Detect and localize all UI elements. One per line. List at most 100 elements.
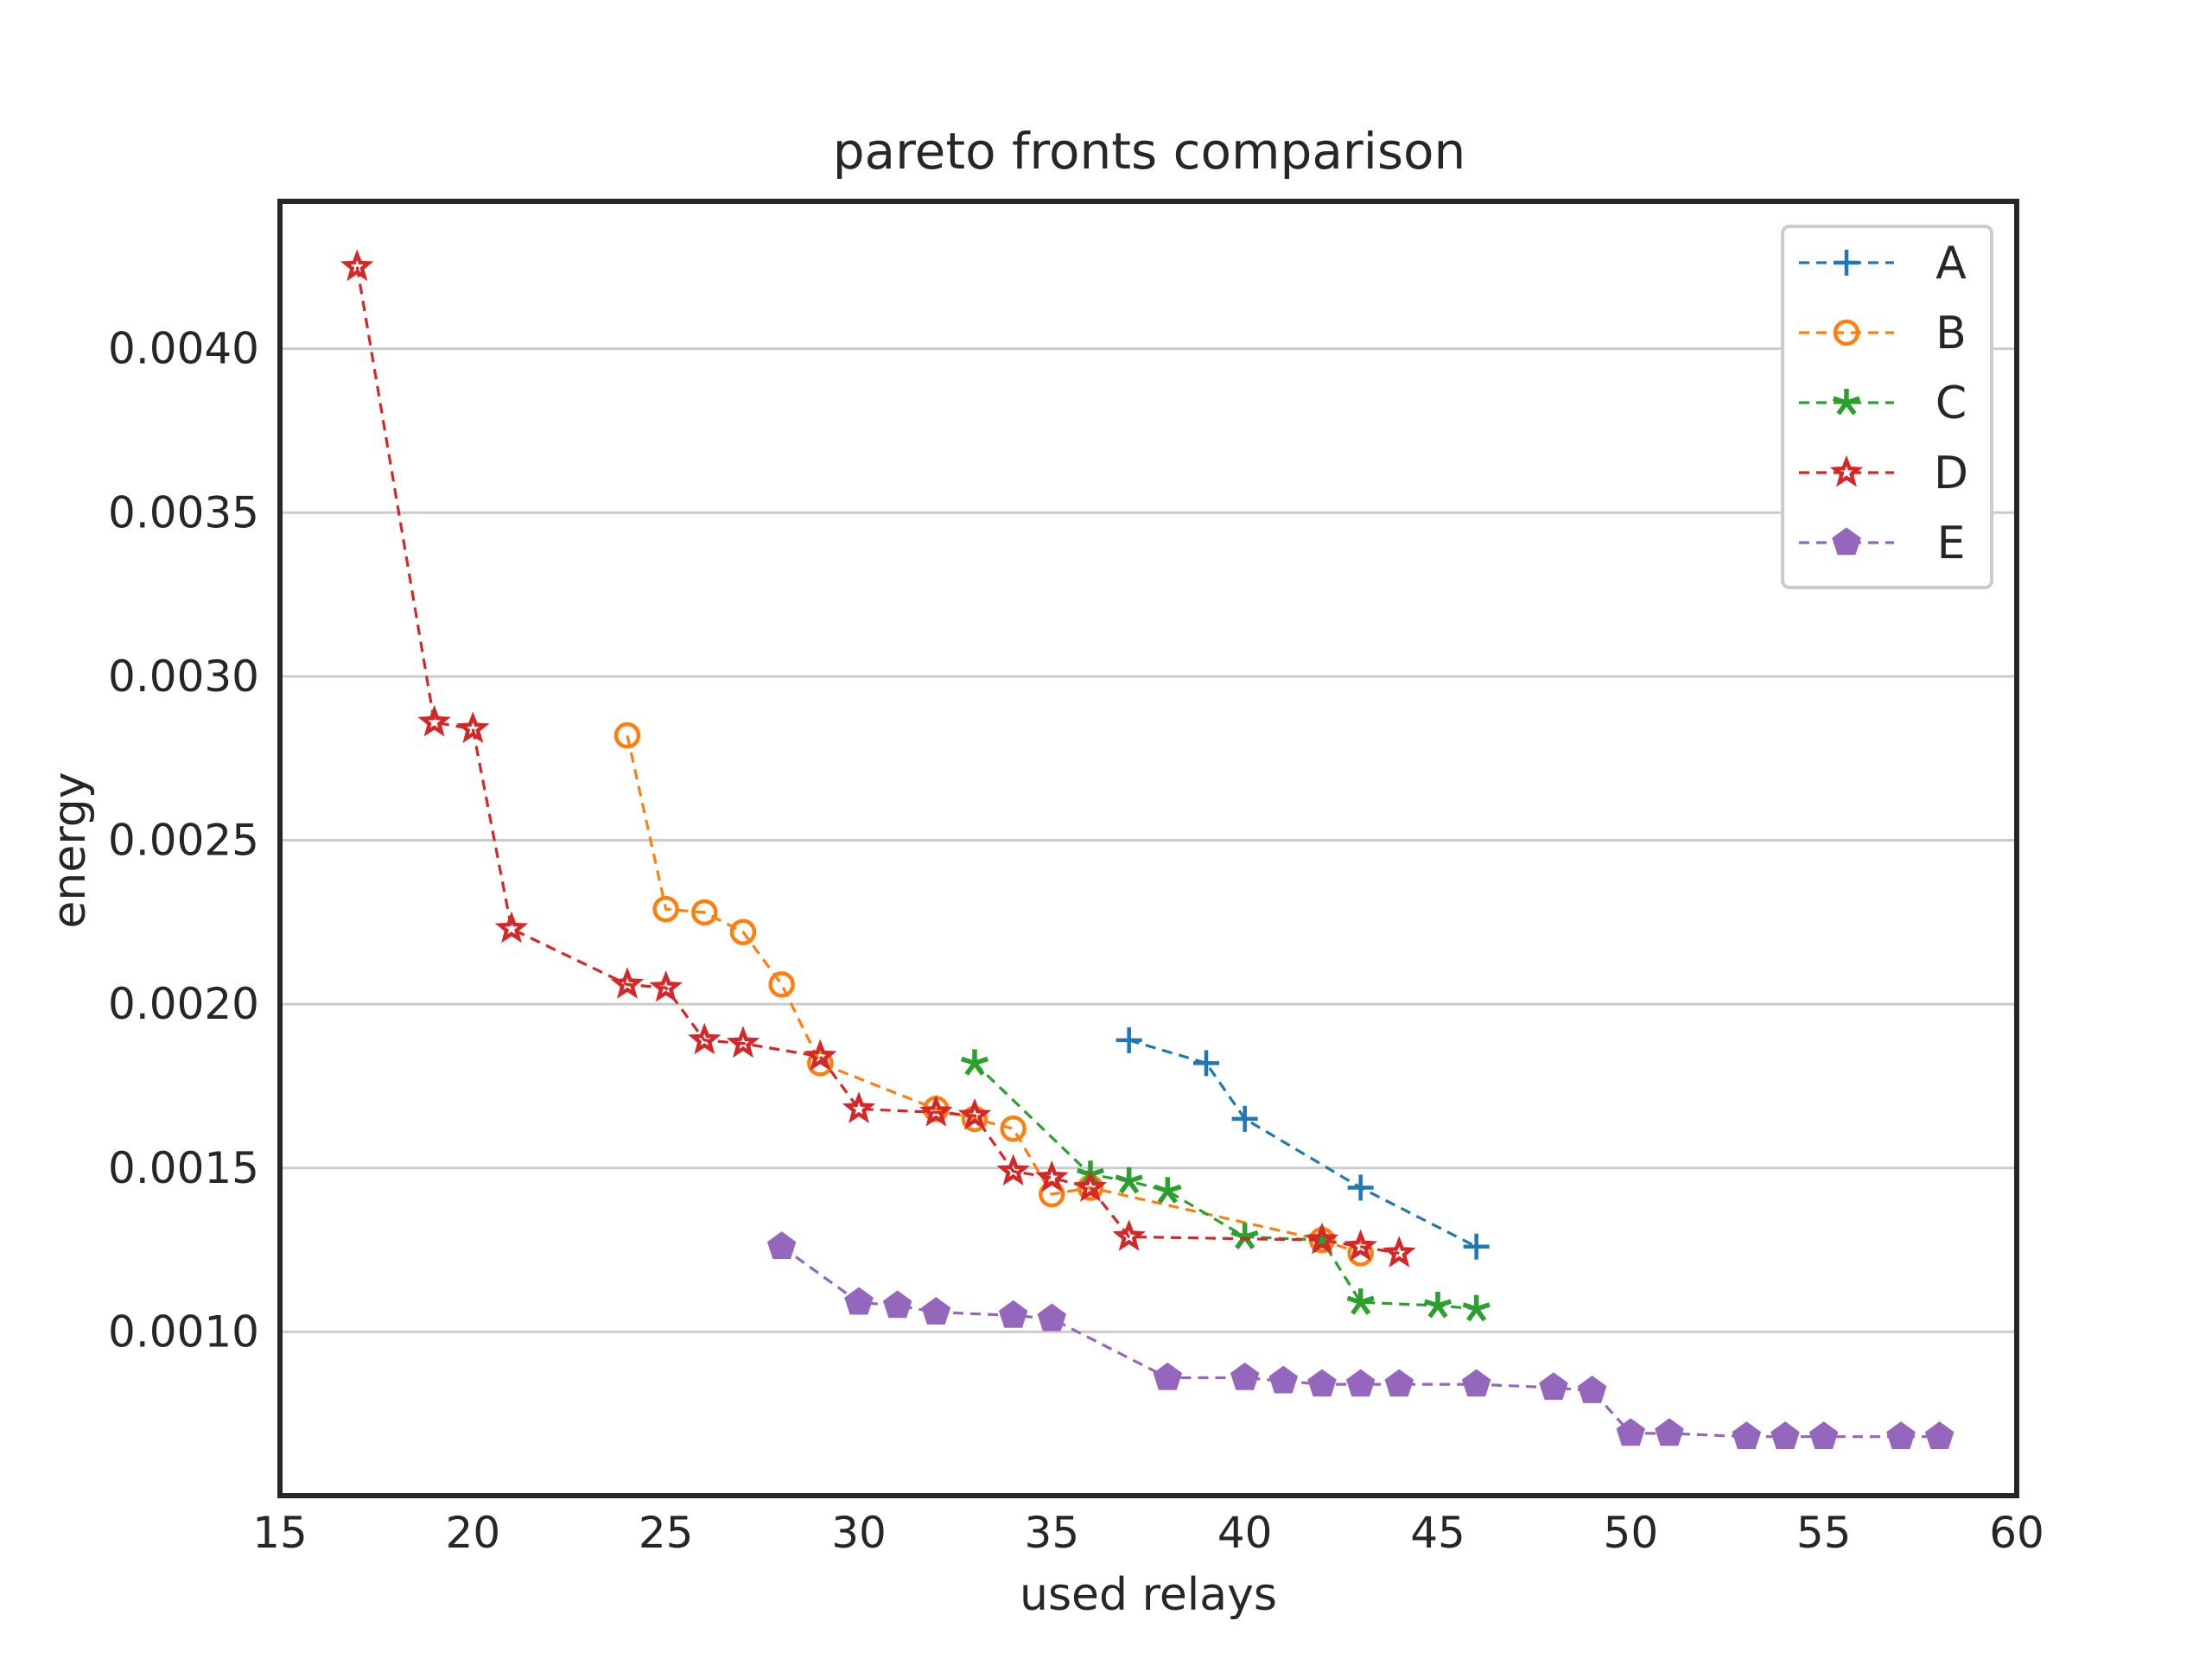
legend-label-e: E <box>1937 518 1966 569</box>
data-point-b <box>691 899 718 926</box>
data-point-e <box>1808 1421 1839 1449</box>
data-point-d <box>340 249 374 282</box>
data-point-c <box>1076 1160 1105 1187</box>
data-point-e <box>1345 1369 1376 1397</box>
legend-marker-c <box>1832 389 1861 416</box>
data-point-c <box>1462 1294 1491 1322</box>
data-point-e <box>921 1296 951 1325</box>
series-b <box>613 721 1374 1267</box>
data-point-b <box>1000 1116 1027 1142</box>
legend-label-c: C <box>1936 378 1967 429</box>
data-point-d <box>804 1039 837 1071</box>
legend-item-e: E <box>1799 518 1965 569</box>
data-point-b <box>729 918 757 945</box>
plot-series <box>340 249 1955 1449</box>
data-point-b <box>1347 1240 1374 1267</box>
series-line-d <box>355 266 1400 1255</box>
data-point-e <box>1732 1421 1762 1449</box>
data-point-d <box>996 1154 1030 1185</box>
data-point-c <box>1423 1292 1452 1319</box>
data-point-d <box>842 1091 876 1123</box>
tick-labels: 0.0010 0.0015 0.0020 0.0025 0.0030 0.0035 0.00… <box>108 324 2044 1558</box>
data-point-b <box>807 1050 834 1077</box>
y-tick-label: 0.0015 <box>108 1143 259 1193</box>
data-point-b <box>613 721 641 749</box>
data-point-b <box>768 971 795 998</box>
data-point-c <box>1115 1166 1143 1194</box>
data-point-e <box>844 1287 874 1315</box>
data-point-e <box>998 1300 1028 1328</box>
y-axis-label: energy <box>44 772 96 928</box>
data-point-d <box>1344 1229 1377 1262</box>
data-point-e <box>882 1290 912 1319</box>
data-point-e <box>1770 1421 1800 1449</box>
x-tick-label: 55 <box>1796 1508 1852 1558</box>
data-point-d <box>1305 1222 1339 1255</box>
legend-marker-a <box>1834 250 1859 276</box>
data-point-e <box>1268 1365 1299 1394</box>
data-point-d <box>919 1095 953 1127</box>
legend-box <box>1781 225 1993 589</box>
data-point-e <box>1037 1303 1067 1332</box>
legend-marker-b <box>1833 319 1860 346</box>
data-point-a <box>1347 1174 1374 1201</box>
data-point-e <box>1230 1362 1260 1390</box>
data-point-d <box>494 911 529 944</box>
x-axis-label: used relays <box>1020 1569 1277 1621</box>
legend-item-d: D <box>1799 448 1968 499</box>
x-tick-label: 15 <box>252 1508 308 1558</box>
data-point-d <box>688 1022 721 1055</box>
gridlines <box>280 347 2017 1333</box>
data-point-d <box>957 1097 992 1130</box>
series-e <box>766 1231 1955 1449</box>
series-d <box>340 249 1416 1268</box>
x-tick-label: 40 <box>1217 1508 1273 1558</box>
plot-frame <box>277 199 2019 1498</box>
data-point-c <box>1154 1177 1182 1204</box>
y-tick-label: 0.0020 <box>108 979 259 1029</box>
data-point-e <box>1461 1369 1491 1397</box>
data-point-c <box>1230 1223 1259 1249</box>
data-point-e <box>1539 1372 1568 1401</box>
y-tick-label: 0.0035 <box>108 487 259 537</box>
data-point-a <box>1193 1050 1219 1077</box>
data-point-c <box>1346 1288 1375 1315</box>
x-tick-label: 25 <box>639 1508 694 1558</box>
legend-item-c: C <box>1799 378 1967 429</box>
data-point-c <box>960 1049 989 1076</box>
legend-label-b: B <box>1936 308 1967 359</box>
data-point-e <box>1577 1375 1607 1403</box>
data-point-d <box>1035 1160 1069 1192</box>
data-point-e <box>1924 1421 1955 1449</box>
legend-item-a: A <box>1799 238 1967 289</box>
series-line-b <box>626 734 1362 1255</box>
data-point-a <box>1463 1233 1490 1260</box>
data-point-e <box>1886 1421 1916 1449</box>
series-line-a <box>1128 1039 1478 1249</box>
legend-item-b: B <box>1799 308 1967 359</box>
data-point-b <box>652 895 679 923</box>
x-tick-label: 35 <box>1025 1508 1080 1558</box>
y-tick-label: 0.0025 <box>108 816 259 866</box>
legend-label-a: A <box>1936 238 1967 289</box>
x-tick-label: 50 <box>1604 1508 1659 1558</box>
series-a <box>1116 1027 1490 1260</box>
x-tick-label: 60 <box>1989 1508 2044 1558</box>
data-point-d <box>610 967 645 999</box>
data-point-e <box>1153 1362 1183 1390</box>
data-point-d <box>1382 1236 1416 1268</box>
data-point-d <box>1073 1170 1108 1202</box>
data-point-e <box>1616 1418 1646 1446</box>
x-tick-label: 20 <box>446 1508 501 1558</box>
data-point-d <box>456 711 490 743</box>
legend-marker-e <box>1832 527 1861 556</box>
series-line-e <box>780 1245 1940 1439</box>
data-point-e <box>1384 1369 1414 1397</box>
data-point-e <box>1307 1369 1337 1397</box>
data-point-a <box>1116 1027 1142 1053</box>
data-point-e <box>1655 1418 1684 1446</box>
y-tick-label: 0.0030 <box>108 652 259 702</box>
data-point-a <box>1231 1105 1258 1132</box>
